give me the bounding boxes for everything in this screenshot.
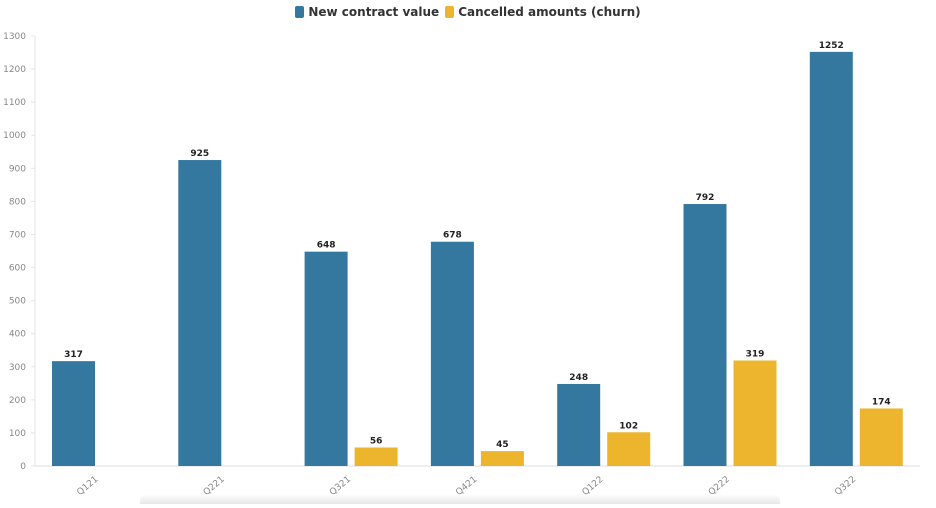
data-label: 678	[443, 231, 462, 241]
bar	[557, 383, 601, 466]
bar	[607, 432, 651, 466]
y-tick-label: 700	[9, 230, 26, 240]
data-label: 174	[872, 397, 891, 407]
bar	[430, 241, 474, 466]
y-tick-label: 900	[9, 164, 26, 174]
data-label: 45	[496, 440, 509, 450]
data-label: 319	[746, 349, 765, 359]
legend-swatch-new-contract-value	[295, 6, 305, 18]
legend-item-new-contract-value[interactable]: New contract value	[295, 5, 439, 19]
y-tick-label: 200	[9, 396, 26, 406]
bar	[354, 447, 398, 466]
data-label: 648	[317, 241, 336, 251]
legend: New contract value Cancelled amounts (ch…	[0, 5, 936, 19]
y-tick-label: 1100	[3, 98, 26, 108]
bar	[809, 51, 853, 466]
legend-label-cancelled-amounts: Cancelled amounts (churn)	[458, 5, 641, 19]
bar	[304, 251, 348, 466]
y-tick-label: 1300	[3, 32, 26, 42]
bar	[480, 451, 524, 466]
data-label: 792	[696, 193, 715, 203]
legend-swatch-cancelled-amounts	[445, 6, 455, 18]
y-tick-label: 600	[9, 264, 26, 274]
x-tick-label: Q322	[833, 475, 858, 498]
y-tick-label: 100	[9, 429, 26, 439]
legend-item-cancelled-amounts[interactable]: Cancelled amounts (churn)	[445, 5, 641, 19]
data-label: 56	[370, 436, 383, 446]
bar	[733, 360, 777, 466]
y-tick-label: 400	[9, 330, 26, 340]
data-label: 102	[619, 421, 638, 431]
y-tick-label: 300	[9, 363, 26, 373]
bar	[52, 361, 95, 466]
bar	[683, 204, 727, 466]
bar	[859, 408, 903, 466]
y-tick-label: 0	[20, 462, 26, 472]
bottom-shadow	[140, 494, 780, 504]
y-tick-label: 1200	[3, 65, 26, 75]
data-label: 248	[569, 373, 588, 383]
y-tick-label: 800	[9, 197, 26, 207]
data-label: 1252	[819, 41, 844, 51]
legend-label-new-contract-value: New contract value	[308, 5, 440, 19]
data-label: 317	[64, 350, 83, 360]
data-label: 925	[190, 149, 209, 159]
bar	[178, 160, 222, 467]
x-tick-label: Q121	[75, 475, 100, 498]
y-tick-label: 1000	[3, 131, 26, 141]
y-tick-label: 500	[9, 297, 26, 307]
